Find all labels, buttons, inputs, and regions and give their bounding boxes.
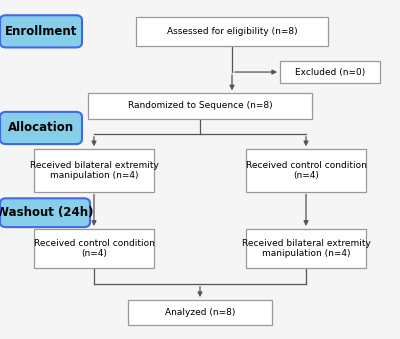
Text: Washout (24h): Washout (24h) [0, 206, 94, 219]
Text: Received bilateral extremity
manipulation (n=4): Received bilateral extremity manipulatio… [30, 161, 158, 180]
Text: Allocation: Allocation [8, 121, 74, 135]
Text: Randomized to Sequence (n=8): Randomized to Sequence (n=8) [128, 101, 272, 111]
FancyBboxPatch shape [136, 17, 328, 46]
Text: Received control condition
(n=4): Received control condition (n=4) [34, 239, 154, 258]
FancyBboxPatch shape [34, 229, 154, 268]
FancyBboxPatch shape [0, 198, 90, 227]
FancyBboxPatch shape [34, 149, 154, 192]
FancyBboxPatch shape [0, 15, 82, 47]
FancyBboxPatch shape [128, 300, 272, 325]
Text: Excluded (n=0): Excluded (n=0) [295, 67, 365, 77]
FancyBboxPatch shape [88, 93, 312, 119]
Text: Assessed for eligibility (n=8): Assessed for eligibility (n=8) [167, 27, 297, 36]
Text: Received control condition
(n=4): Received control condition (n=4) [246, 161, 366, 180]
Text: Analyzed (n=8): Analyzed (n=8) [165, 308, 235, 317]
Text: Received bilateral extremity
manipulation (n=4): Received bilateral extremity manipulatio… [242, 239, 370, 258]
FancyBboxPatch shape [280, 61, 380, 83]
FancyBboxPatch shape [246, 229, 366, 268]
Text: Enrollment: Enrollment [5, 25, 77, 38]
FancyBboxPatch shape [0, 112, 82, 144]
FancyBboxPatch shape [246, 149, 366, 192]
